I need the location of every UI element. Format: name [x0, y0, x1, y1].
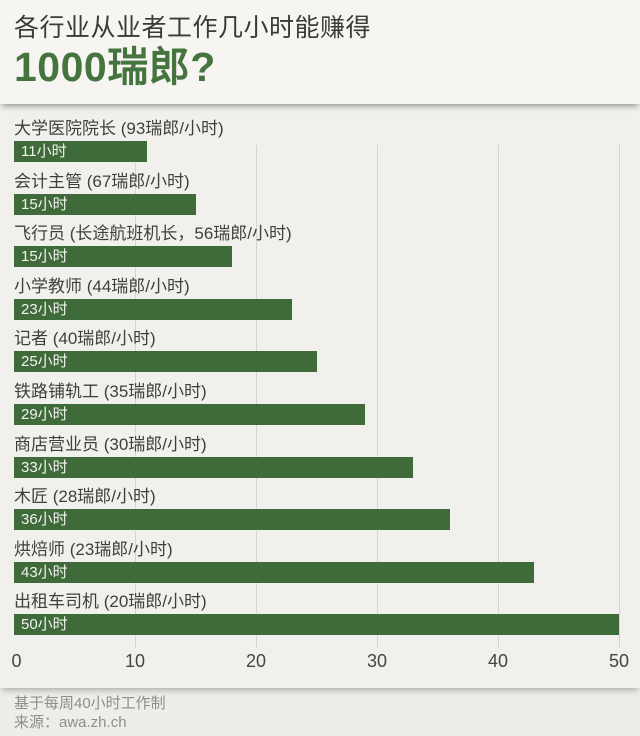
category-label: 烘焙师 (23瑞郎/小时) [14, 539, 173, 559]
chart-row: 出租车司机 (20瑞郎/小时) 50小时 [0, 591, 640, 644]
bar-value-label: 29小时 [21, 405, 68, 423]
bar: 36小时 [14, 509, 450, 531]
chart-row: 商店营业员 (30瑞郎/小时) 33小时 [0, 434, 640, 487]
gridline [256, 145, 257, 648]
x-axis-tick-label: 50 [608, 651, 630, 671]
bar: 15小时 [14, 246, 232, 268]
bar: 11小时 [14, 141, 147, 162]
bar-value-label: 36小时 [21, 511, 68, 529]
x-axis-tick-label: 30 [366, 651, 388, 671]
x-axis-tick-label: 10 [124, 651, 146, 671]
x-axis-tick-label: 0 [11, 651, 22, 671]
bar-value-label: 43小时 [21, 563, 68, 581]
category-label: 出租车司机 (20瑞郎/小时) [14, 592, 207, 612]
bar-value-label: 15小时 [21, 195, 68, 213]
x-axis-tick-label: 40 [487, 651, 509, 671]
bar: 50小时 [14, 614, 619, 636]
footnote: 基于每周40小时工作制 [14, 695, 166, 712]
gridline [619, 145, 620, 648]
bar: 23小时 [14, 298, 292, 320]
source-line: 来源：awa.zh.ch [14, 714, 127, 731]
bar-value-label: 50小时 [21, 616, 68, 634]
gridline [377, 145, 378, 648]
chart-area: 大学医院院长 (93瑞郎/小时) 11小时 会计主管 (67瑞郎/小时) 15小… [0, 104, 640, 688]
bar-value-label: 25小时 [21, 353, 68, 371]
bar: 15小时 [14, 193, 196, 215]
chart-footer: 基于每周40小时工作制 来源：awa.zh.ch [0, 688, 640, 736]
chart-row: 木匠 (28瑞郎/小时) 36小时 [0, 486, 640, 539]
x-axis-tick-label: 20 [245, 651, 267, 671]
chart-row: 记者 (40瑞郎/小时) 25小时 [0, 328, 640, 381]
chart-row: 飞行员 (长途航班机长，56瑞郎/小时) 15小时 [0, 223, 640, 276]
chart-row: 铁路铺轨工 (35瑞郎/小时) 29小时 [0, 381, 640, 434]
bar: 43小时 [14, 561, 534, 583]
bar: 33小时 [14, 456, 413, 478]
chart-title-line2: 1000瑞郎? [14, 44, 216, 90]
category-label: 木匠 (28瑞郎/小时) [14, 487, 156, 507]
bar-rows: 大学医院院长 (93瑞郎/小时) 11小时 会计主管 (67瑞郎/小时) 15小… [0, 118, 640, 644]
chart-title-line1: 各行业从业者工作几小时能赚得 [14, 14, 372, 42]
chart-row: 烘焙师 (23瑞郎/小时) 43小时 [0, 539, 640, 592]
chart-row: 会计主管 (67瑞郎/小时) 15小时 [0, 171, 640, 224]
bar-value-label: 15小时 [21, 248, 68, 266]
chart-row: 大学医院院长 (93瑞郎/小时) 11小时 [0, 118, 640, 171]
category-label: 飞行员 (长途航班机长，56瑞郎/小时) [14, 224, 292, 244]
category-label: 记者 (40瑞郎/小时) [14, 329, 156, 349]
category-label: 商店营业员 (30瑞郎/小时) [14, 434, 207, 454]
category-label: 小学教师 (44瑞郎/小时) [14, 276, 190, 296]
category-label: 大学医院院长 (93瑞郎/小时) [14, 119, 224, 138]
category-label: 会计主管 (67瑞郎/小时) [14, 171, 190, 191]
bar-value-label: 23小时 [21, 300, 68, 318]
bar: 25小时 [14, 351, 317, 373]
bar-value-label: 11小时 [21, 143, 67, 160]
gridline [498, 145, 499, 648]
gridline [135, 145, 136, 648]
chart-row: 小学教师 (44瑞郎/小时) 23小时 [0, 276, 640, 329]
bar: 29小时 [14, 403, 365, 425]
x-axis: 0 10 20 30 40 50 [0, 650, 640, 672]
chart-header: 各行业从业者工作几小时能赚得 1000瑞郎? [0, 0, 640, 104]
bar-value-label: 33小时 [21, 458, 68, 476]
category-label: 铁路铺轨工 (35瑞郎/小时) [14, 381, 207, 401]
